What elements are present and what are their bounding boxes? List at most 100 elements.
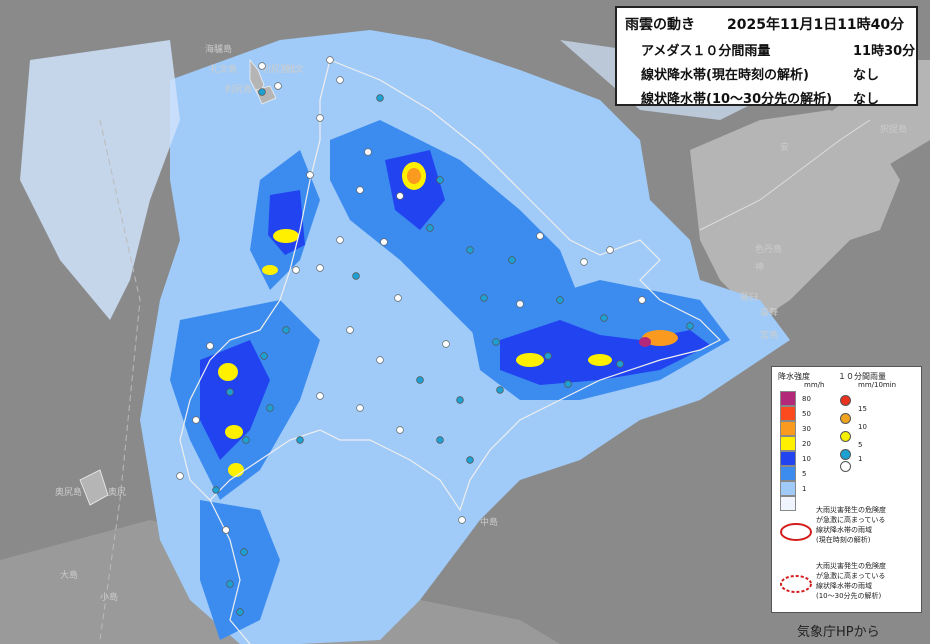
map-title: 雨雲の動き [625,17,695,33]
amedas-station-dot [336,76,344,84]
amedas-station-dot [326,56,334,64]
amedas-station-dot [508,256,516,264]
place-label: 歯舞 [760,306,778,318]
rain-heavy-southwest [200,340,270,460]
legend-swatch-1 [780,481,796,496]
amedas-station-dot [416,376,424,384]
hokkaido-coastline [179,59,722,512]
legend-swatch-10 [780,451,796,466]
amedas-station-dot [466,246,474,254]
place-label: 安 [780,141,789,153]
place-label: 中島 [480,516,498,528]
place-label: 宮島 [760,329,778,341]
amedas-station-dot [236,608,244,616]
legend-dot-label-10: 10 [858,423,867,431]
place-label: 色丹島 [755,243,782,255]
amedas-station-dot [480,294,488,302]
amedas-station-dot [364,148,372,156]
place-label: 海驢島 [205,43,232,55]
amedas-station-dot [226,580,234,588]
amedas-station-dot [442,340,450,348]
legend-dot-label-1: 1 [858,455,863,463]
amedas-station-dot [282,326,290,334]
amedas-station-dot [516,300,524,308]
amedas-station-dot [436,176,444,184]
rain-20-spot-sw2 [225,425,243,439]
legend-label-30: 30 [802,425,811,433]
linear-now-note-4: (現在時刻の解析) [816,536,871,544]
legend-swatch-80 [780,391,796,406]
rain-heavy-east [500,320,710,385]
linear-future-ring-icon [780,575,812,593]
amedas-station-dot [458,516,466,524]
amedas-station-dot [606,246,614,254]
amedas-station-dot [544,352,552,360]
linear-future-label: 線状降水帯(10～30分先の解析) [641,92,833,107]
amedas-station-dot [346,326,354,334]
amedas-station-dot [436,436,444,444]
amedas-station-dot [258,88,266,96]
place-label: 奥尻 [108,486,126,498]
amedas-stations [176,56,694,616]
rain-80-spot-east [639,337,651,347]
legend-dot-15 [840,395,851,406]
amedas-station-dot [356,404,364,412]
place-label: 礼文島 [210,63,237,75]
amedas-station-dot [456,396,464,404]
linear-future-note-4: (10～30分先の解析) [816,592,882,600]
place-label: 奥尻島 [55,486,82,498]
rain-mid-south [200,500,280,640]
legend-intensity-title: 降水強度 [778,372,810,381]
legend-dot-1 [840,449,851,460]
amedas-station-dot [176,472,184,480]
legend-dot-10 [840,413,851,424]
amedas-station-dot [616,360,624,368]
amedas-station-dot [296,436,304,444]
linear-now-note-2: が急激に高まっている [816,516,886,524]
amedas-station-dot [306,171,314,179]
okushiri-island [79,469,109,506]
kuril-line [699,119,871,231]
map-datetime: 2025年11月1日11時40分 [727,17,905,33]
amedas-station-dot [638,296,646,304]
linear-now-ring-icon [780,523,812,541]
place-label: 大島 [60,569,78,581]
amedas-station-dot [466,456,474,464]
amedas-station-dot [396,192,404,200]
place-label: 利尻富士 [262,63,298,75]
legend-label-80: 80 [802,395,811,403]
legend-dot-5 [840,431,851,442]
amedas-station-dot [316,264,324,272]
legend-swatch-0 [780,496,796,511]
place-label: 小島 [100,591,118,603]
amedas-station-dot [376,356,384,364]
amedas-station-dot [496,386,504,394]
place-label: 礼文 [286,63,304,75]
amedas-station-dot [292,266,300,274]
south-coastline [209,499,251,644]
legend-swatch-50 [780,406,796,421]
rain-20-spot-east2 [588,354,612,366]
amedas-station-dot [564,380,572,388]
legend-label-50: 50 [802,410,811,418]
amedas-station-dot [352,272,360,280]
rain-heavy-north [385,150,445,230]
rain-20-spot-sw [218,363,238,381]
legend-dot-label-5: 5 [858,441,863,449]
linear-now-value: なし [853,68,880,83]
amedas-station-dot [260,352,268,360]
amedas-label: アメダス１０分間雨量 [641,44,771,59]
legend-dot-label-15: 15 [858,405,867,413]
legend-swatch-5 [780,466,796,481]
legend-swatch-20 [780,436,796,451]
amedas-station-dot [212,486,220,494]
amedas-station-dot [536,232,544,240]
amedas-station-dot [316,392,324,400]
amedas-station-dot [274,82,282,90]
kuril-land [690,110,900,320]
amedas-station-dot [376,94,384,102]
legend-label-20: 20 [802,440,811,448]
legend-swatch-30 [780,421,796,436]
amedas-station-dot [226,388,234,396]
amedas-station-dot [206,342,214,350]
